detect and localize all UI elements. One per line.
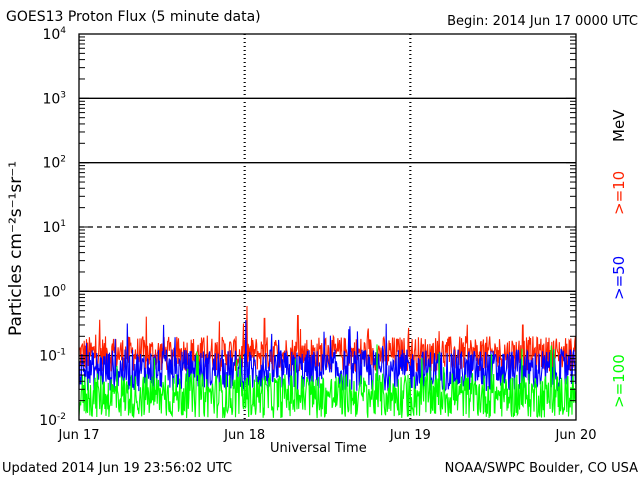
- y-tick-label-0: 104: [42, 26, 66, 43]
- begin-time: Begin: 2014 Jun 17 0000 UTC: [447, 14, 638, 29]
- series-layer: [78, 305, 577, 419]
- y-tick-label-1: 103: [42, 90, 66, 107]
- x-tick-label-3: Jun 20: [555, 428, 597, 443]
- chart-title: GOES13 Proton Flux (5 minute data): [6, 9, 261, 25]
- credit-label: NOAA/SWPC Boulder, CO USA: [444, 461, 638, 476]
- y-tick-label-3: 101: [42, 219, 66, 236]
- x-tick-label-2: Jun 19: [389, 428, 431, 443]
- updated-timestamp: Updated 2014 Jun 19 23:56:02 UTC: [2, 461, 233, 476]
- x-tick-labels: Jun 17 Jun 18 Jun 19 Jun 20: [58, 428, 597, 443]
- y-tick-labels: 104 103 102 101 100 10-1 10-2: [39, 26, 66, 429]
- legend-50mev: >=50: [610, 255, 628, 300]
- y-tick-label-5: 10-1: [39, 348, 66, 365]
- y-tick-label-6: 10-2: [39, 412, 66, 429]
- x-axis-label: Universal Time: [270, 441, 367, 456]
- y-tick-label-2: 102: [42, 155, 66, 172]
- legend-10mev: >=10: [610, 170, 628, 215]
- y-axis-label: Particles cm⁻²s⁻¹sr⁻¹: [6, 160, 26, 336]
- y-tick-label-4: 100: [42, 283, 66, 300]
- series-line-1: [78, 320, 577, 394]
- x-tick-label-0: Jun 17: [58, 428, 100, 443]
- series-line-2: [78, 344, 577, 419]
- legend-100mev: >=100: [610, 354, 628, 408]
- energy-unit-label: MeV: [610, 109, 628, 142]
- chart-axes: [78, 33, 577, 421]
- x-tick-label-1: Jun 18: [223, 428, 265, 443]
